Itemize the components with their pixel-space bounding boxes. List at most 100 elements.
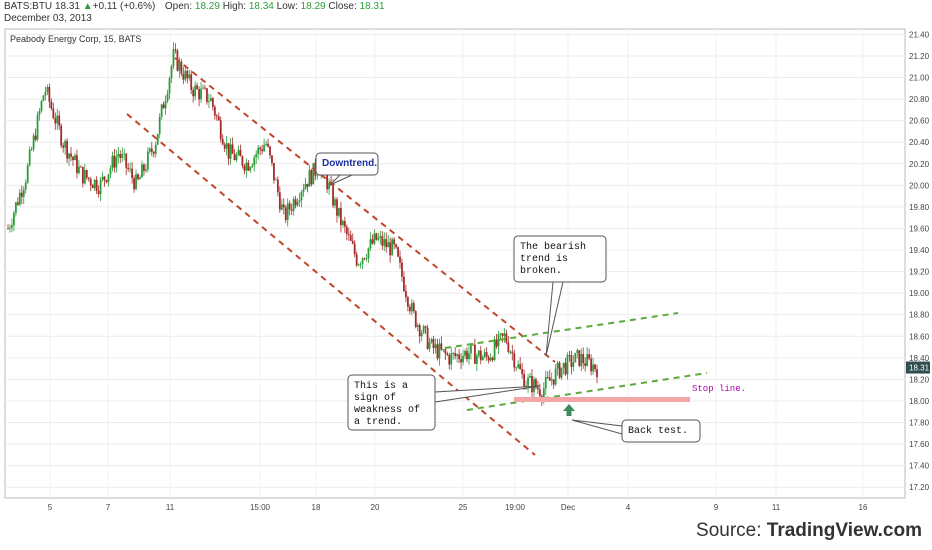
candle-body [517,364,520,368]
back-test-callout-box [621,419,701,443]
candle-body [343,220,346,227]
candle-body [332,184,334,206]
candle-body [440,343,443,350]
candle-body [93,179,96,189]
candle-body [367,247,370,259]
candle-body [52,108,55,119]
candle-body [158,116,161,134]
open-value: 18.29 [194,1,220,12]
candle-body [387,242,390,248]
candle-body [497,334,500,347]
y-tick-label: 17.60 [909,440,930,449]
candle-body [156,133,159,145]
candle-body [87,177,90,179]
candle-body [422,326,425,333]
candle-body [251,165,254,168]
candle-body [326,172,329,190]
candle-body [190,74,193,90]
candle-body [312,162,315,185]
candle-body [359,263,362,265]
candle-body [442,349,445,350]
candle-body [83,170,86,184]
candle-body [219,120,222,139]
candle-body [408,306,411,312]
stop-line-label: Stop line. [692,384,746,394]
candle-body [215,115,218,117]
candle-body [523,374,526,389]
candle-body [566,355,569,375]
candle-body [460,359,462,363]
source-credit: Source: TradingView.com [696,520,922,542]
candle-body [160,104,163,117]
candle-body [178,61,181,71]
candle-body [444,349,447,354]
candle-body [562,362,565,368]
candle-body [64,140,67,148]
candle-body [284,207,287,221]
candle-body [481,356,484,361]
candle-body [66,140,68,159]
candle-body [109,168,112,175]
candle-body [572,362,575,367]
candle-body [7,228,9,230]
candle-body [121,154,124,158]
candle-body [50,101,53,109]
candle-body [489,357,492,361]
candle-body [456,354,459,357]
candle-body [391,239,394,256]
y-tick-label: 21.40 [909,30,930,39]
candle-body [426,327,429,349]
x-tick-label: 4 [626,503,631,512]
stop-line-band [514,397,690,402]
candle-body [564,362,567,375]
candle-body [164,100,167,109]
candle-body [89,178,92,186]
y-tick-label: 18.40 [909,354,930,363]
candle-body [395,244,397,248]
candle-body [487,356,490,361]
candle-body [596,369,598,378]
candle-body [397,247,399,257]
candle-body [519,364,522,370]
candle-body [278,192,281,210]
candle-body [113,155,116,168]
candle-body [24,182,27,190]
x-tick-label: 9 [714,503,719,512]
candle-body [470,344,472,354]
last-price-tag-text: 18.31 [909,364,930,373]
y-tick-label: 19.80 [909,203,930,212]
broken-callout-text: broken. [520,265,562,277]
candle-body [345,226,348,235]
weakness-callout-text: weakness of [354,404,420,416]
candle-body [172,49,175,67]
candle-body [56,115,59,124]
candle-body [328,182,330,190]
candle-body [11,225,13,228]
low-label: Low: [276,1,298,12]
candle-body [188,74,191,79]
candle-body [353,243,356,255]
candle-body [448,355,451,365]
candle-body [72,156,74,161]
candle-body [261,149,264,152]
grid [5,29,905,498]
candle-body [578,350,581,366]
candle-body [537,387,539,390]
candle-body [249,167,252,171]
lower-uptrend-line [466,372,708,411]
candle-body [292,199,295,211]
candle-body [97,190,100,195]
candle-body [95,179,98,191]
candle-body [308,170,311,187]
y-tick-label: 18.80 [909,311,930,320]
candle-body [334,199,336,206]
x-tick-label: 11 [166,503,175,512]
candle-body [204,87,206,89]
candle-body [152,151,155,154]
candle-body [196,85,199,90]
y-tick-label: 19.60 [909,224,930,233]
x-tick-label: 18 [312,503,321,512]
candle-body [148,148,151,152]
candle-body [263,144,265,152]
